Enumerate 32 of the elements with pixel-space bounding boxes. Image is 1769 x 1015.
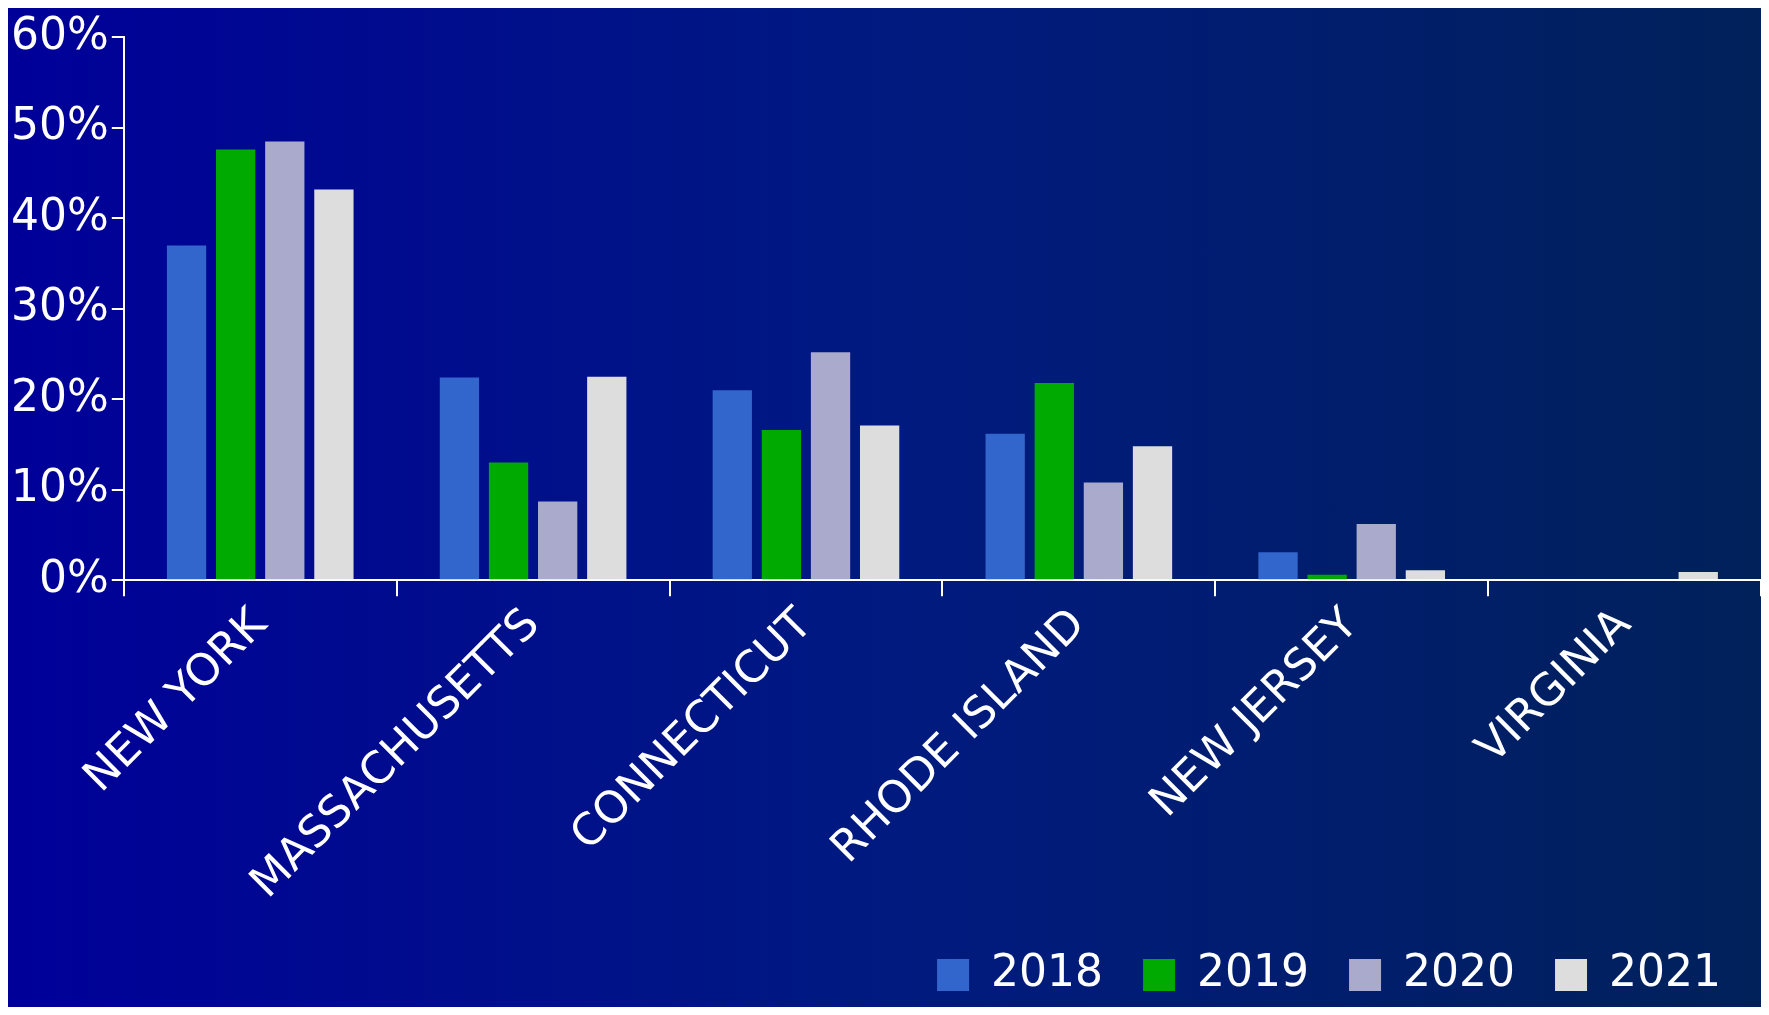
y-tick-label: 40% (11, 188, 109, 240)
legend-label: 2020 (1403, 945, 1516, 997)
y-tick-label: 30% (11, 279, 109, 331)
bar (1356, 524, 1396, 580)
bar (439, 377, 480, 580)
y-tick-label: 50% (11, 98, 109, 150)
bar (810, 352, 851, 580)
bar (587, 376, 627, 580)
bar (265, 141, 305, 580)
bar (859, 425, 900, 580)
y-tick-label: 20% (11, 369, 109, 421)
bar (985, 433, 1025, 580)
y-tick-label: 60% (11, 7, 109, 59)
bar (712, 390, 752, 580)
bar (166, 245, 207, 580)
legend-label: 2019 (1197, 945, 1310, 997)
bar (1678, 572, 1718, 580)
bar (1034, 382, 1074, 580)
bar (1307, 574, 1347, 580)
bar (216, 149, 256, 580)
y-tick-label: 0% (38, 550, 109, 602)
legend-label: 2021 (1609, 945, 1722, 997)
bar (538, 501, 578, 580)
bar (761, 430, 802, 580)
bar (1258, 552, 1298, 580)
bar (1132, 446, 1173, 580)
bar (314, 189, 354, 580)
y-tick-label: 10% (11, 460, 109, 512)
bar (488, 462, 529, 580)
legend-label: 2018 (991, 945, 1104, 997)
bar (1083, 482, 1124, 580)
bar (1405, 570, 1446, 580)
